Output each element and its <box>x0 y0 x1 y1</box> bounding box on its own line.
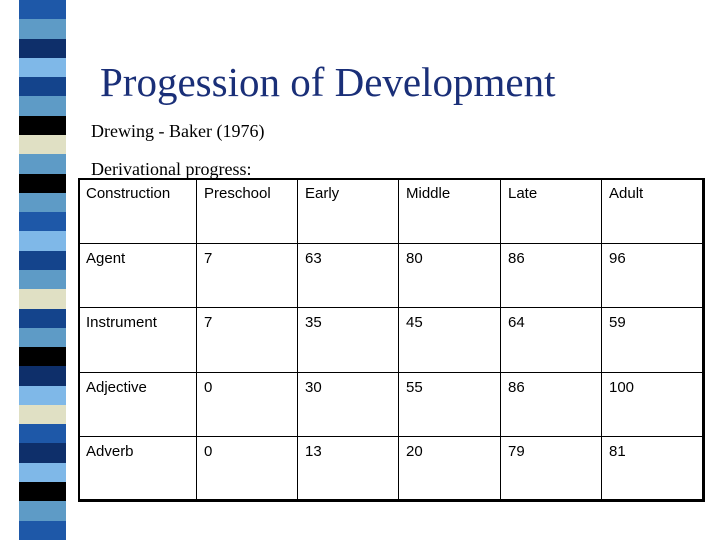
strip-block <box>19 134 66 155</box>
strip-block <box>19 173 66 193</box>
strip-block <box>19 443 66 463</box>
value-cell: 7 <box>196 307 298 373</box>
source-citation: Drewing - Baker (1976) <box>91 121 265 141</box>
row-label-cell: Instrument <box>78 307 197 373</box>
value-cell: 13 <box>297 436 399 502</box>
value-cell: 45 <box>398 307 501 373</box>
header-cell: Adult <box>601 178 705 244</box>
table-header-row: Construction Preschool Early Middle Late Adul… <box>78 178 705 244</box>
strip-block <box>19 327 66 348</box>
header-cell: Early <box>297 178 399 244</box>
value-cell: 100 <box>601 371 705 438</box>
strip-block <box>19 385 66 405</box>
table-row: Adjective 0 30 55 86 100 <box>78 371 705 438</box>
value-cell: 7 <box>196 242 298 309</box>
strip-block <box>19 482 66 502</box>
strip-block <box>19 231 66 251</box>
strip-block <box>19 347 66 367</box>
value-cell: 30 <box>297 371 399 438</box>
strip-block <box>19 250 66 270</box>
value-cell: 79 <box>500 436 602 502</box>
value-cell: 86 <box>500 371 602 438</box>
strip-block <box>19 404 66 425</box>
value-cell: 96 <box>601 242 705 309</box>
strip-block <box>19 424 66 444</box>
value-cell: 64 <box>500 307 602 373</box>
value-cell: 20 <box>398 436 501 502</box>
row-label-cell: Adjective <box>78 371 197 438</box>
strip-block <box>19 0 66 20</box>
strip-block <box>19 366 66 386</box>
row-label-cell: Adverb <box>78 436 197 502</box>
strip-block <box>19 520 66 540</box>
header-cell: Late <box>500 178 602 244</box>
value-cell: 59 <box>601 307 705 373</box>
table-row: Adverb 0 13 20 79 81 <box>78 436 705 502</box>
value-cell: 0 <box>196 371 298 438</box>
strip-block <box>19 269 66 290</box>
row-label-cell: Agent <box>78 242 197 309</box>
value-cell: 86 <box>500 242 602 309</box>
header-cell: Construction <box>78 178 197 244</box>
strip-block <box>19 115 66 135</box>
strip-block <box>19 212 66 232</box>
value-cell: 80 <box>398 242 501 309</box>
decorative-color-strip <box>19 0 66 540</box>
strip-block <box>19 77 66 97</box>
header-cell: Middle <box>398 178 501 244</box>
header-cell: Preschool <box>196 178 298 244</box>
value-cell: 81 <box>601 436 705 502</box>
strip-block <box>19 154 66 174</box>
derivational-progress-table: Construction Preschool Early Middle Late Adul… <box>78 178 705 502</box>
strip-block <box>19 501 66 521</box>
strip-block <box>19 192 66 213</box>
value-cell: 63 <box>297 242 399 309</box>
value-cell: 55 <box>398 371 501 438</box>
strip-block <box>19 96 66 116</box>
strip-block <box>19 289 66 309</box>
table-caption: Derivational progress: <box>91 159 252 179</box>
strip-block <box>19 19 66 39</box>
value-cell: 35 <box>297 307 399 373</box>
strip-block <box>19 308 66 328</box>
table-row: Instrument 7 35 45 64 59 <box>78 307 705 373</box>
table-row: Agent 7 63 80 86 96 <box>78 242 705 309</box>
value-cell: 0 <box>196 436 298 502</box>
strip-block <box>19 38 66 58</box>
slide-title: Progession of Development <box>100 59 556 105</box>
strip-block <box>19 462 66 483</box>
strip-block <box>19 57 66 78</box>
